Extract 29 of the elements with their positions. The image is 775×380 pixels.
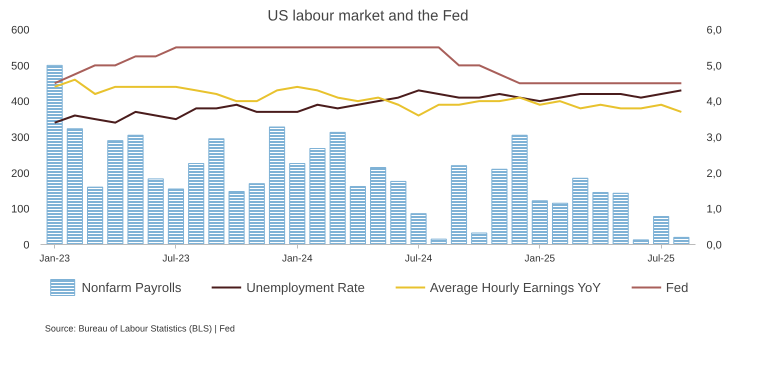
x-tick-label: Jul-23 [162, 254, 190, 264]
y-tick-label: 200 [11, 168, 30, 180]
source-note: Source: Bureau of Labour Statistics (BLS) | Fed [44, 324, 235, 334]
y2-tick-label: 0,0 [706, 240, 722, 252]
x-tick-label: Jan-24 [282, 254, 313, 264]
legend-label: Fed [666, 280, 688, 294]
y-tick-label: 500 [11, 60, 30, 72]
legend-label: Average Hourly Earnings YoY [430, 280, 601, 294]
x-tick-label: Jul-24 [404, 254, 433, 264]
y2-tick-label: 1,0 [706, 204, 722, 216]
x-tick-label: Jan-23 [39, 254, 70, 264]
line-series [54, 46, 682, 84]
line-series [54, 89, 682, 124]
x-tick-label: Jan-25 [524, 254, 556, 264]
y-tick-label: 0 [23, 240, 30, 252]
legend-label: Unemployment Rate [246, 280, 365, 294]
y-tick-label: 100 [11, 204, 30, 216]
y2-tick-label: 5,0 [706, 60, 722, 72]
y-tick-label: 400 [11, 96, 30, 108]
legend-label: Nonfarm Payrolls [82, 280, 182, 294]
line-series [54, 78, 682, 116]
x-tick-label: Jul-25 [648, 254, 676, 264]
chart-title: US labour market and the Fed [268, 8, 468, 24]
y2-tick-label: 3,0 [706, 132, 722, 144]
y2-tick-label: 4,0 [706, 96, 722, 108]
y2-tick-label: 6,0 [706, 24, 722, 36]
y-tick-label: 300 [11, 132, 30, 144]
y-tick-label: 600 [11, 24, 30, 36]
y2-tick-label: 2,0 [706, 168, 722, 180]
